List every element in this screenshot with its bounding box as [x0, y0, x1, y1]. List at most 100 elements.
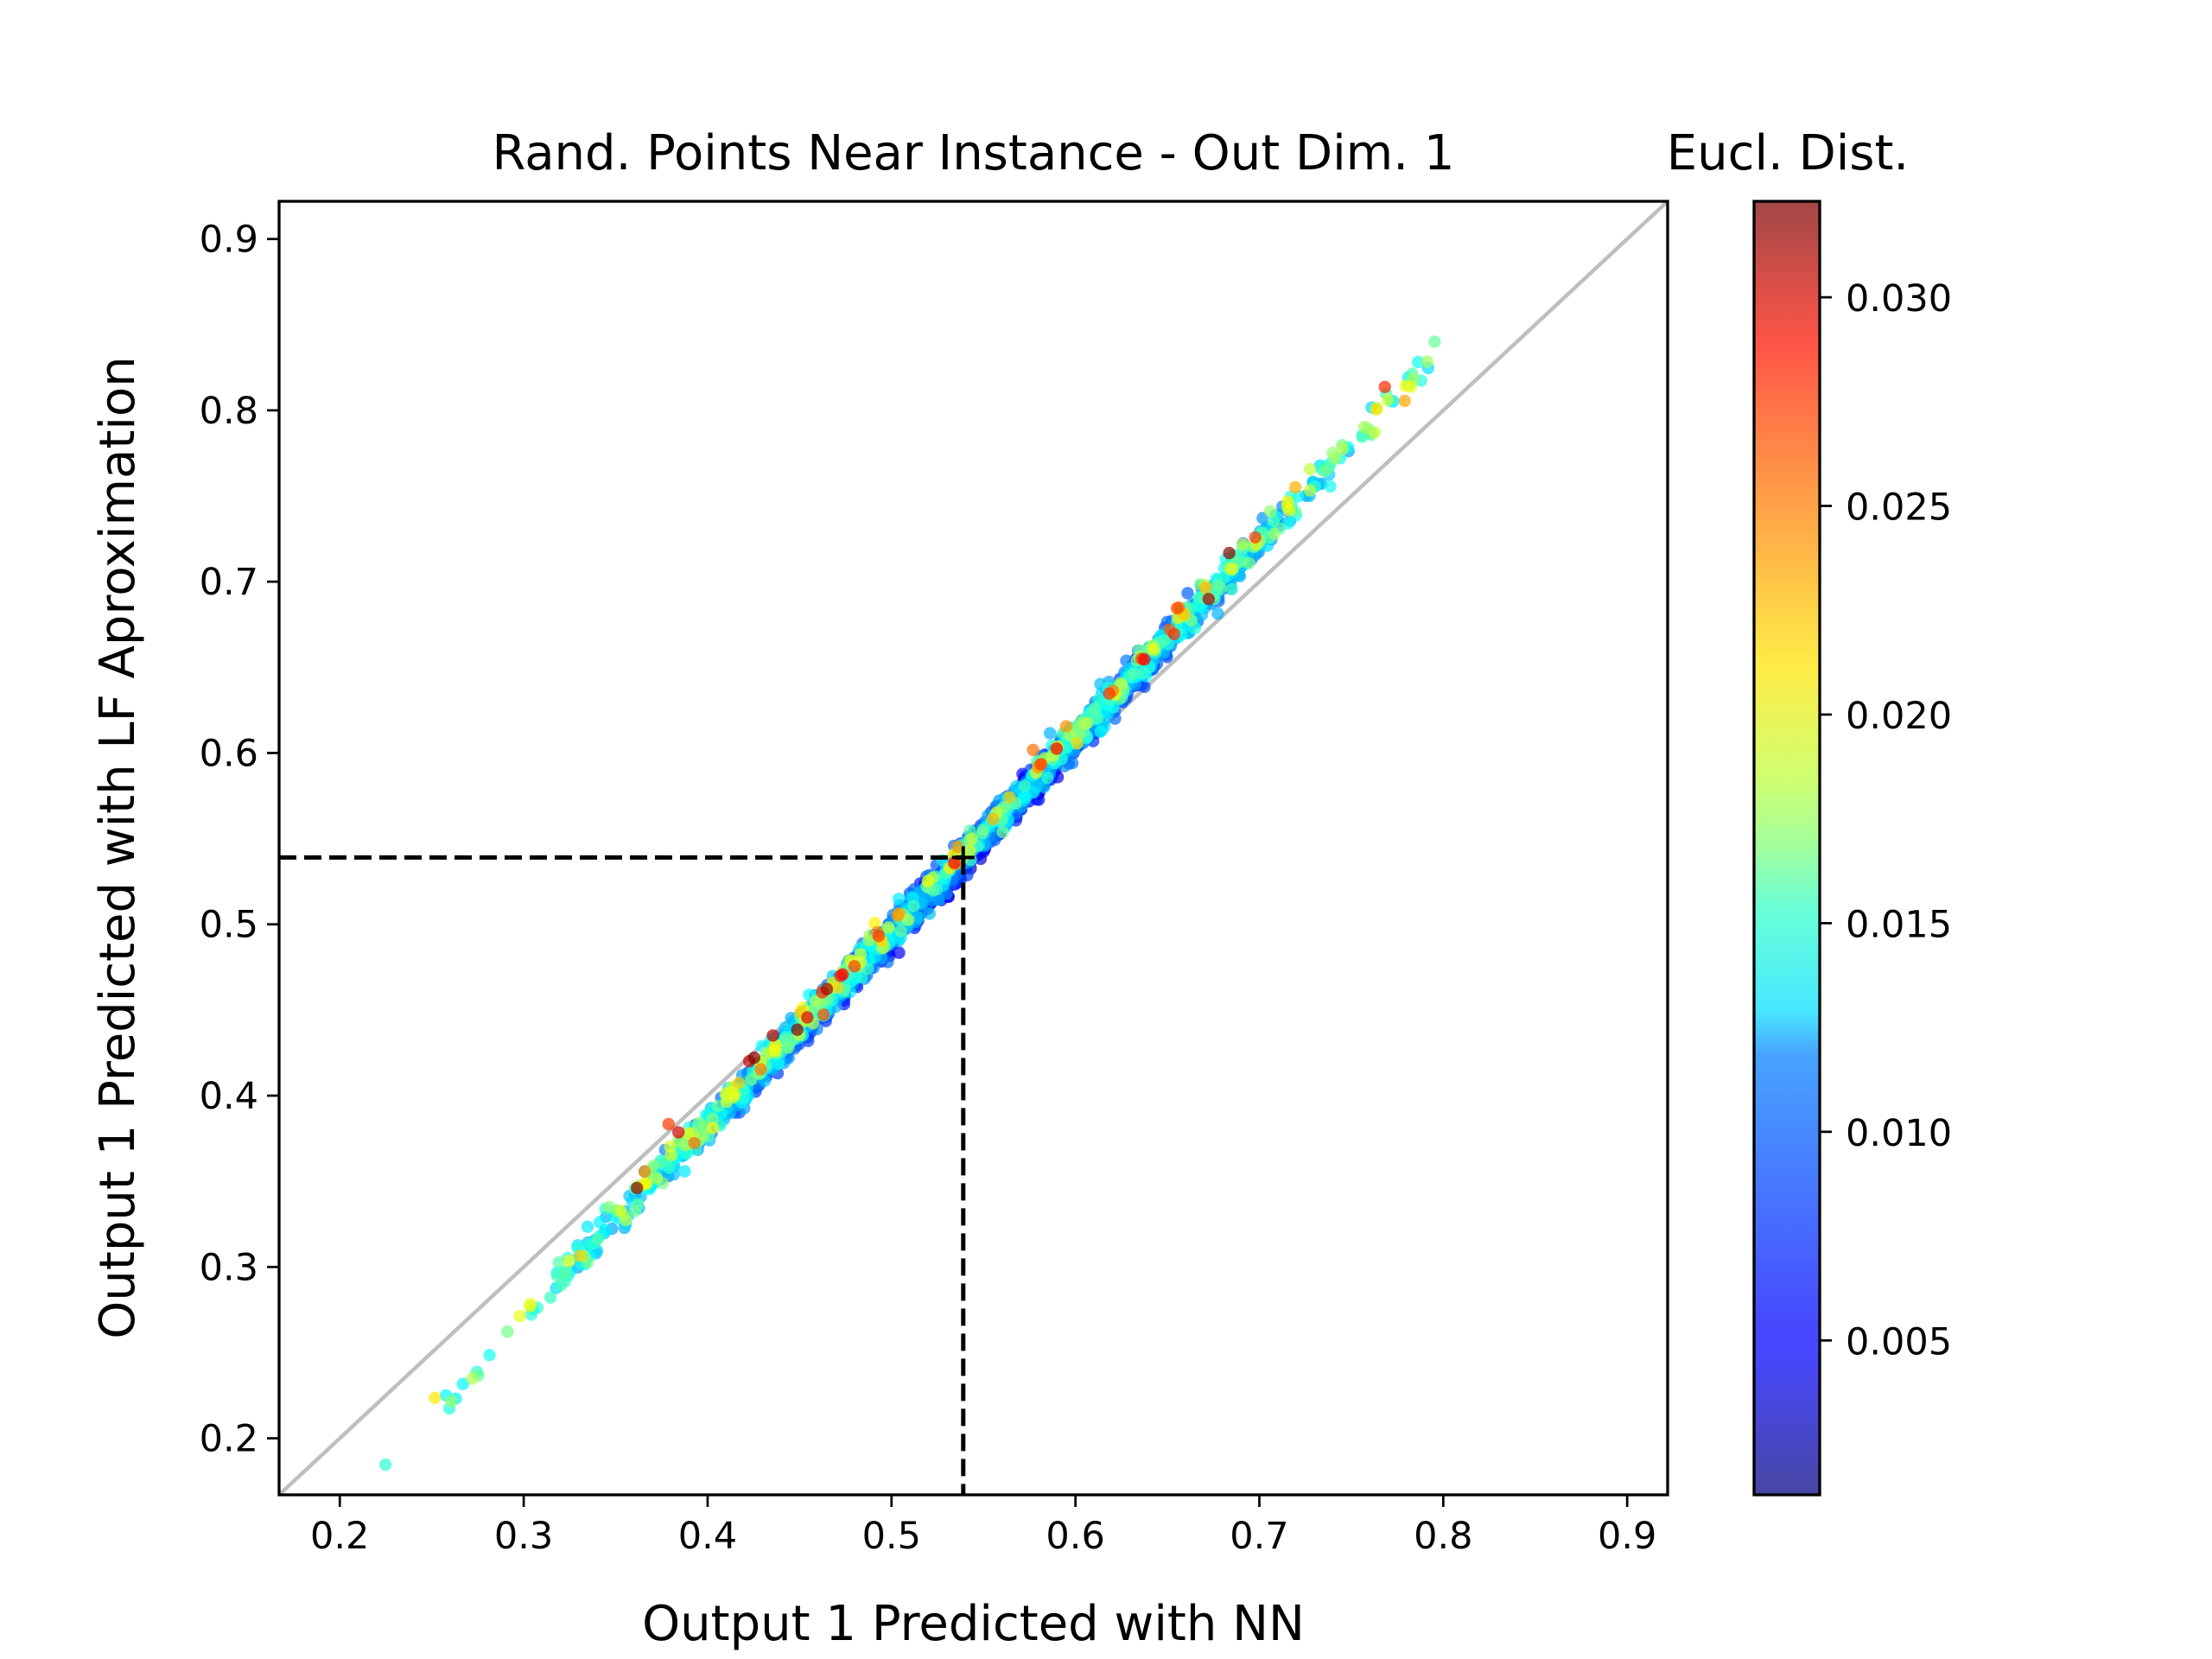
- scatter-point: [628, 1205, 642, 1217]
- scatter-point: [483, 1349, 496, 1362]
- colorbar-tick-label: 0.010: [1846, 1112, 1952, 1155]
- y-tick-label: 0.6: [200, 732, 258, 775]
- scatter-point: [907, 899, 920, 912]
- x-axis-label: Output 1 Predicted with NN: [642, 1596, 1305, 1652]
- scatter-point: [1027, 743, 1039, 757]
- scatter-point: [1357, 420, 1371, 434]
- colorbar-frame: [1752, 200, 1821, 1497]
- scatter-point: [726, 1085, 740, 1098]
- scatter-point: [620, 1213, 632, 1227]
- axes-frame: [277, 200, 1669, 1497]
- scatter-point: [782, 1041, 795, 1054]
- scatter-point: [1034, 758, 1048, 771]
- colorbar-tick-label: 0.030: [1846, 277, 1952, 321]
- scatter-point: [1288, 480, 1302, 494]
- scatter-point: [650, 1172, 663, 1185]
- scatter-point: [501, 1325, 514, 1338]
- colorbar-tick-label: 0.020: [1846, 695, 1952, 738]
- scatter-point: [544, 1291, 557, 1304]
- scatter-point: [820, 982, 834, 995]
- scatter-point: [809, 995, 823, 1007]
- x-tick-label: 0.8: [1414, 1515, 1472, 1558]
- y-axis-label: Output 1 Predicted with LF Aproximation: [90, 356, 146, 1338]
- y-tick-label: 0.4: [200, 1075, 258, 1118]
- scatter-point: [1198, 582, 1212, 594]
- scatter-point: [801, 1011, 814, 1024]
- scatter-point: [1044, 727, 1057, 740]
- scatter-point: [893, 893, 906, 906]
- scatter-point: [524, 1298, 537, 1311]
- scatter-point: [672, 1126, 685, 1139]
- scatter-point: [574, 1249, 587, 1262]
- scatter-point: [1223, 546, 1236, 560]
- scatter-point: [662, 1117, 675, 1131]
- scatter-point: [872, 930, 886, 943]
- scatter-point: [1088, 702, 1102, 715]
- scatter-point: [1002, 791, 1016, 804]
- scatter-point: [706, 1122, 720, 1135]
- scatter-point: [613, 1204, 626, 1217]
- scatter-point: [769, 1039, 782, 1052]
- scatter-point: [1263, 505, 1277, 518]
- scatter-point: [1336, 442, 1350, 455]
- scatter-point: [1071, 737, 1084, 750]
- scatter-point: [1243, 556, 1255, 569]
- scatter-point: [1318, 465, 1332, 478]
- colorbar-title: Eucl. Dist.: [1667, 125, 1909, 181]
- scatter-point: [1370, 403, 1383, 416]
- scatter-point: [686, 1127, 700, 1140]
- scatter-point: [966, 832, 979, 845]
- scatter-point: [1378, 380, 1391, 393]
- y-axis-ticks: 0.2 0.3 0.4 0.5 0.6 0.7 0.8 0.9: [200, 219, 279, 1461]
- scatter-point: [1399, 379, 1412, 392]
- colorbar-tick-label: 0.005: [1846, 1320, 1952, 1363]
- scatter-point: [631, 1181, 644, 1195]
- y-tick-label: 0.9: [200, 219, 258, 262]
- scatter-point: [1428, 335, 1441, 348]
- scatter-point: [1128, 667, 1141, 680]
- scatter-point: [591, 1232, 604, 1246]
- scatter-point: [1368, 426, 1382, 439]
- scatter-point: [1050, 742, 1064, 755]
- scatter-point: [1094, 725, 1107, 739]
- scatter-point: [976, 823, 990, 836]
- scatter-point: [1281, 495, 1294, 508]
- scatter-point: [948, 856, 961, 869]
- x-tick-label: 0.6: [1046, 1515, 1104, 1558]
- colorbar-gradient: [1754, 201, 1820, 1495]
- scatter-point: [894, 925, 907, 938]
- scatter-point: [732, 1077, 746, 1090]
- scatter-point: [963, 844, 976, 857]
- scatter-point: [466, 1372, 479, 1385]
- scatter-point: [1181, 587, 1194, 600]
- scatter-point: [862, 933, 875, 947]
- y-tick-label: 0.2: [200, 1418, 258, 1461]
- scatter-point: [1147, 643, 1160, 656]
- colorbar-tick-label: 0.025: [1846, 486, 1952, 530]
- y-tick-label: 0.3: [200, 1246, 258, 1289]
- scatter-point: [1090, 712, 1104, 725]
- scatter-point: [996, 825, 1009, 839]
- scatter-point: [893, 946, 906, 959]
- scatter-point: [951, 840, 964, 854]
- scatter-point: [1236, 537, 1249, 550]
- plot-area: [277, 200, 1669, 1497]
- scatter-point: [1027, 785, 1040, 799]
- scatter-point: [563, 1255, 575, 1268]
- x-tick-label: 0.5: [862, 1515, 921, 1558]
- scatter-point: [1381, 393, 1395, 406]
- scatter-points: [379, 335, 1441, 1471]
- scatter-point: [921, 874, 935, 887]
- scatter-point: [747, 1052, 760, 1065]
- scatter-point: [1018, 779, 1032, 792]
- scatter-point: [766, 1029, 779, 1042]
- colorbar-tick-label: 0.015: [1846, 903, 1952, 946]
- scatter-point: [594, 1216, 607, 1229]
- y-tick-label: 0.7: [200, 561, 258, 604]
- scatter-point: [664, 1148, 677, 1161]
- scatter-point: [1157, 633, 1171, 647]
- scatter-point: [513, 1309, 526, 1323]
- x-tick-label: 0.7: [1230, 1515, 1288, 1558]
- scatter-point: [1202, 593, 1216, 606]
